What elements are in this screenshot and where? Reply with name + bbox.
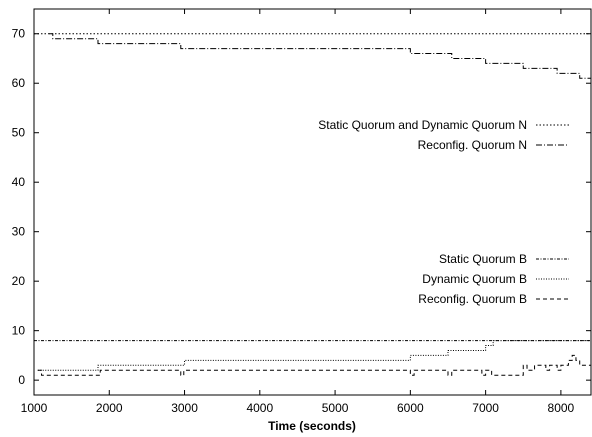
x-tick-label: 1000 (21, 401, 48, 415)
y-tick-label: 30 (12, 225, 26, 239)
y-tick-label: 50 (12, 126, 26, 140)
x-axis-label: Time (seconds) (268, 419, 356, 433)
y-tick-label: 20 (12, 274, 26, 288)
y-tick-label: 40 (12, 175, 26, 189)
y-axis-ticks: 0 10 20 30 40 50 60 70 (12, 27, 591, 387)
y-tick-label: 10 (12, 324, 26, 338)
series-layer (34, 33, 592, 376)
x-tick-label: 7000 (472, 401, 499, 415)
x-tick-label: 6000 (397, 401, 424, 415)
plot-frame (33, 8, 592, 396)
legend-label: Dynamic Quorum B (422, 272, 527, 286)
legend-label: Reconfig. Quorum B (418, 292, 527, 306)
x-tick-label: 8000 (548, 401, 575, 415)
series-line-4 (37, 354, 591, 376)
x-tick-label: 5000 (322, 401, 349, 415)
legend-label: Reconfig. Quorum N (418, 138, 527, 152)
y-tick-label: 70 (12, 27, 26, 41)
y-tick-label: 0 (18, 373, 25, 387)
x-axis-ticks: 1000 2000 3000 4000 5000 6000 7000 8000 (21, 9, 575, 415)
series-line-3 (37, 340, 591, 371)
legend-label: Static Quorum and Dynamic Quorum N (318, 118, 527, 132)
x-tick-label: 2000 (96, 401, 123, 415)
legend-label: Static Quorum B (439, 252, 527, 266)
y-tick-label: 60 (12, 76, 26, 90)
x-tick-label: 4000 (246, 401, 273, 415)
x-tick-label: 3000 (171, 401, 198, 415)
legend: Static Quorum and Dynamic Quorum N Reconf… (318, 118, 569, 306)
series-line-1 (49, 33, 592, 84)
